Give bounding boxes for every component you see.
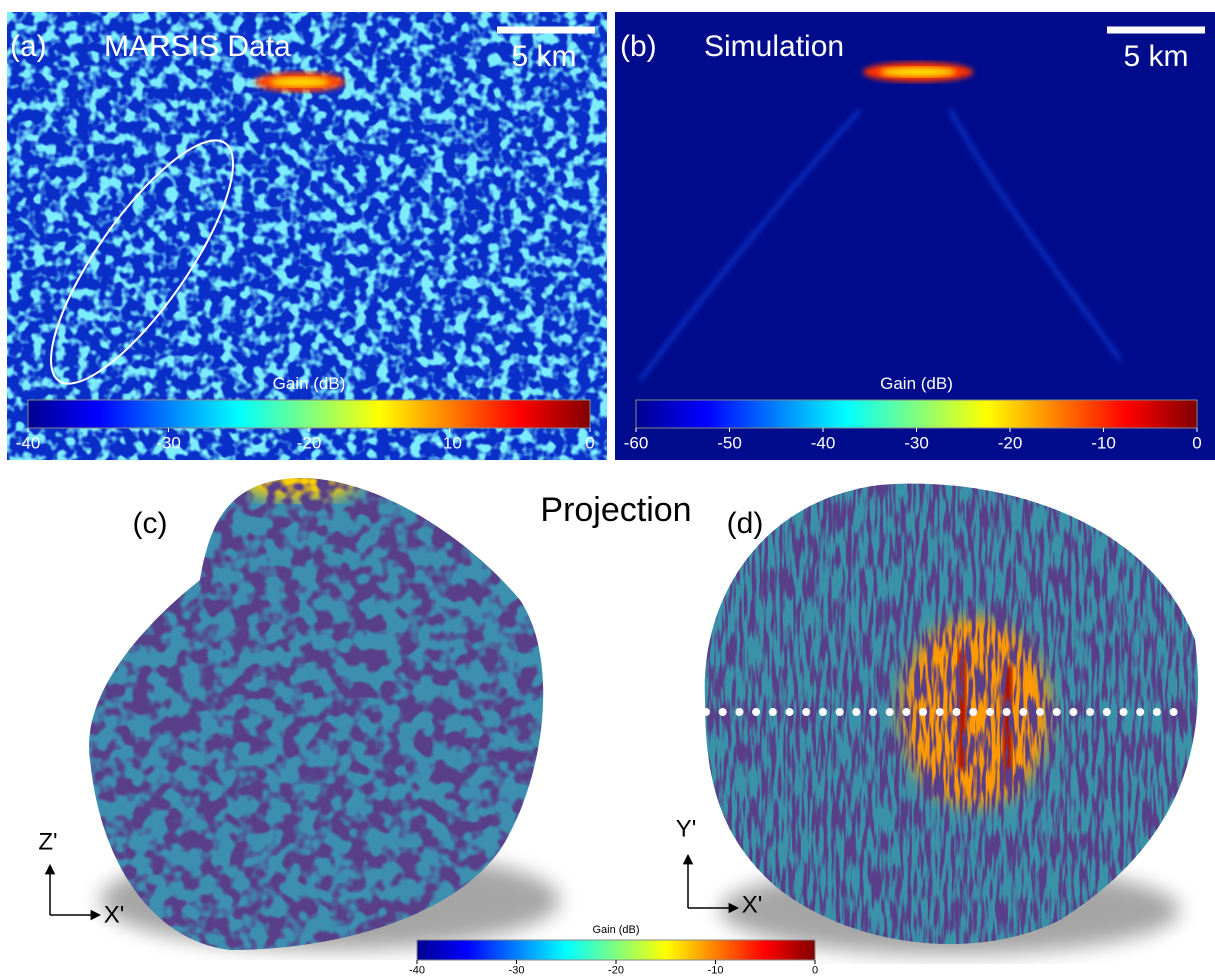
panel-label: (b) <box>620 30 657 63</box>
colorbar-label: Gain (dB) <box>273 374 346 393</box>
panel-label: (c) <box>133 507 168 540</box>
colorbar-tick-label: -30 <box>904 434 929 453</box>
axis-label: X' <box>104 901 125 928</box>
axis-label: X' <box>742 891 763 918</box>
colorbar <box>416 939 816 961</box>
simulation <box>615 12 1215 460</box>
colorbar-tick-label: -40 <box>811 434 836 453</box>
colorbar-label: Gain (dB) <box>880 374 953 393</box>
colorbar-tick-label: -40 <box>409 964 425 976</box>
colorbar-tick-label: -60 <box>624 434 649 453</box>
colorbar-tick-label: -10 <box>437 434 462 453</box>
panel-title: Simulation <box>704 30 844 63</box>
highlight-ellipse <box>50 139 234 385</box>
panel-label: (a) <box>10 30 47 63</box>
panel-a: 5 km (a) MARSIS Data <box>7 12 607 460</box>
colorbar-tick-label: -10 <box>708 964 724 976</box>
axis-label: Y' <box>676 815 697 842</box>
colorbar-tick-label: -20 <box>297 434 322 453</box>
colorbar-tick-label: 0 <box>812 964 818 976</box>
colorbar <box>27 399 591 429</box>
echo-core <box>270 77 330 87</box>
colorbar-tick-label: 0 <box>1192 434 1201 453</box>
axis-label: Z' <box>38 828 57 855</box>
colorbar-label: Gain (dB) <box>592 924 639 936</box>
colorbar-tick-label: -10 <box>1091 434 1116 453</box>
colorbar-tick-label: -20 <box>998 434 1023 453</box>
colorbar-tick-label: -20 <box>608 964 624 976</box>
panel-c: (c) Z' X' <box>38 478 560 950</box>
colorbar-tick-label: -50 <box>717 434 742 453</box>
panel-title: MARSIS Data <box>104 30 291 63</box>
projection-title: Projection <box>540 491 691 529</box>
panel-d: (d) Y' X' <box>676 483 1199 955</box>
scale-label: 5 km <box>511 40 576 73</box>
colorbar-tick-label: 0 <box>585 434 594 453</box>
scale-label: 5 km <box>1123 40 1188 73</box>
panel-label: (d) <box>727 507 764 540</box>
panel-b: 5 km (b) Simulation <box>615 12 1215 460</box>
echo-trace <box>638 109 1122 381</box>
colorbar-tick-label: -40 <box>16 434 41 453</box>
colorbar <box>635 399 1198 429</box>
colorbar-tick-label: -30 <box>509 964 525 976</box>
colorbar-tick-label: -30 <box>156 434 181 453</box>
echo-core <box>880 67 956 77</box>
